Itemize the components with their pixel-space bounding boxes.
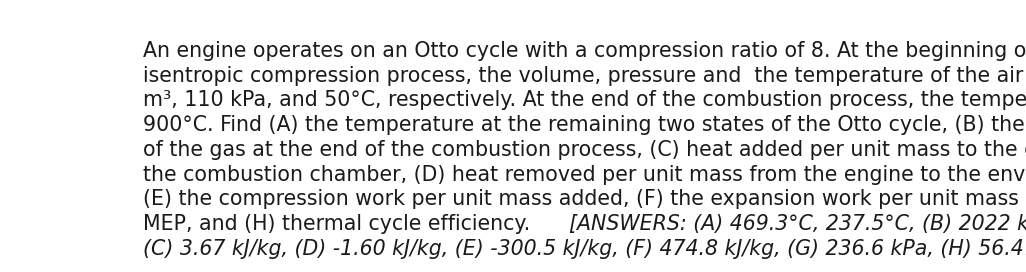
Text: MEP, and (H) thermal cycle efficiency.: MEP, and (H) thermal cycle efficiency.	[143, 214, 568, 234]
Text: of the gas at the end of the combustion process, (C) heat added per unit mass to: of the gas at the end of the combustion …	[143, 140, 1026, 160]
Text: [ANSWERS: (A) 469.3°C, 237.5°C, (B) 2022 kPa,: [ANSWERS: (A) 469.3°C, 237.5°C, (B) 2022…	[568, 214, 1026, 234]
Text: An engine operates on an Otto cycle with a compression ratio of 8. At the beginn: An engine operates on an Otto cycle with…	[143, 41, 1026, 61]
Text: m³, 110 kPa, and 50°C, respectively. At the end of the combustion process, the t: m³, 110 kPa, and 50°C, respectively. At …	[143, 91, 1026, 110]
Text: 900°C. Find (A) the temperature at the remaining two states of the Otto cycle, (: 900°C. Find (A) the temperature at the r…	[143, 115, 1026, 135]
Text: (E) the compression work per unit mass added, (F) the expansion work per unit ma: (E) the compression work per unit mass a…	[143, 189, 1026, 209]
Text: (C) 3.67 kJ/kg, (D) -1.60 kJ/kg, (E) -300.5 kJ/kg, (F) 474.8 kJ/kg, (G) 236.6 kP: (C) 3.67 kJ/kg, (D) -1.60 kJ/kg, (E) -30…	[143, 239, 1026, 259]
Text: the combustion chamber, (D) heat removed per unit mass from the engine to the en: the combustion chamber, (D) heat removed…	[143, 165, 1026, 185]
Text: isentropic compression process, the volume, pressure and  the temperature of the: isentropic compression process, the volu…	[143, 66, 1026, 86]
